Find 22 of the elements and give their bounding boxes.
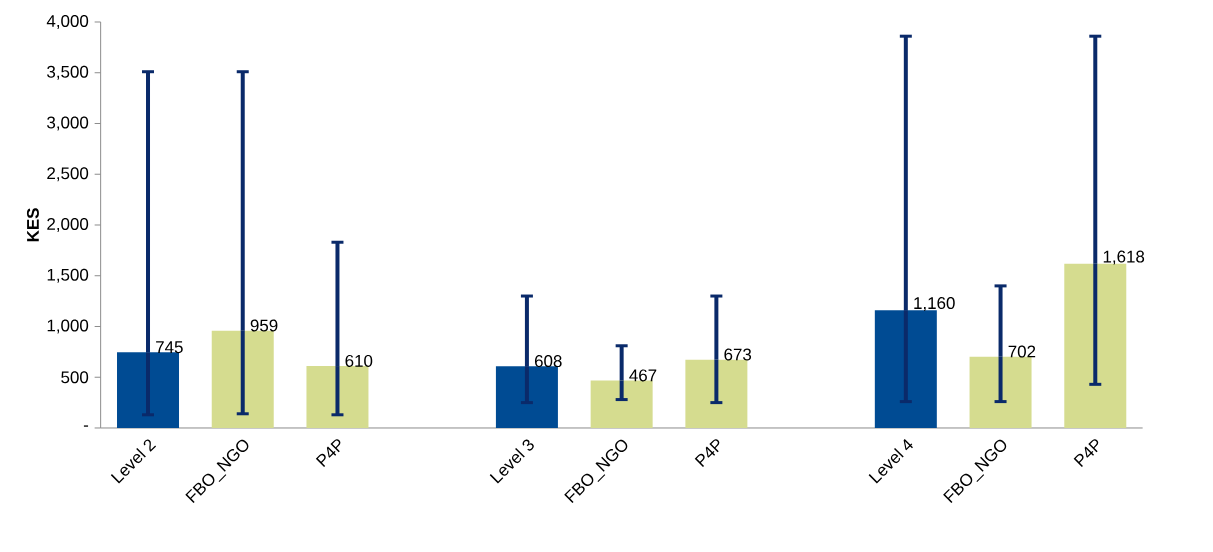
y-tick-label: 1,000 (47, 319, 89, 334)
y-tick-label: - (83, 425, 89, 427)
x-tick-label: P4P (315, 439, 341, 467)
data-label: 745 (156, 341, 183, 354)
data-label: 673 (724, 348, 752, 361)
data-label: 467 (629, 369, 657, 382)
y-tick-label: 2,000 (47, 217, 89, 232)
data-label: 702 (1008, 345, 1036, 358)
y-tick-label: 500 (61, 371, 89, 384)
data-label: 1,618 (1103, 250, 1145, 265)
x-tick-label: P4P (1073, 439, 1099, 467)
data-label: 959 (250, 319, 278, 332)
y-tick-label: 3,500 (47, 65, 89, 80)
data-label: 610 (345, 354, 373, 367)
data-label: 608 (534, 355, 562, 368)
y-tick-label: 1,500 (47, 268, 89, 283)
x-tick-label: P4P (694, 439, 720, 467)
data-label: 1,160 (914, 297, 955, 312)
y-tick-label: 2,500 (47, 167, 89, 182)
y-tick-label: 4,000 (46, 14, 89, 29)
y-axis-title: KES (26, 208, 39, 242)
y-tick-label: 3,000 (47, 116, 89, 131)
